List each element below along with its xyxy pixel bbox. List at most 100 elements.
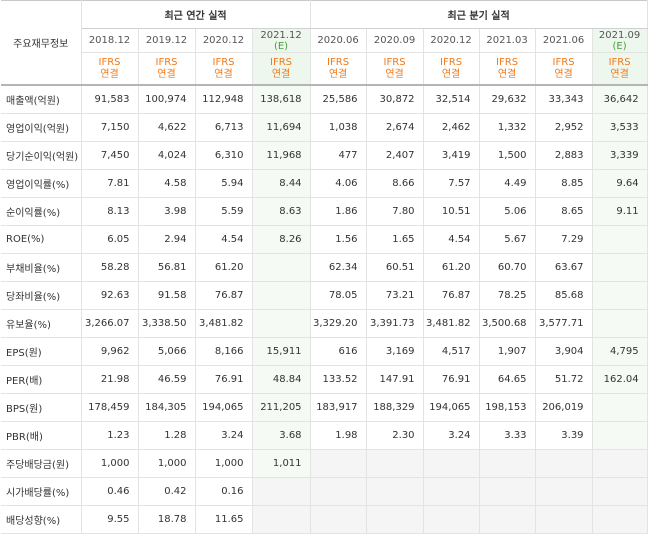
- value-cell: 63.67: [535, 253, 593, 282]
- period-header: 2018.12: [81, 28, 139, 53]
- value-cell: [592, 505, 648, 534]
- table-row: 시가배당률(%) 0.46 0.42 0.16: [1, 477, 648, 506]
- period-header-estimate: 2021.12 (E): [252, 28, 311, 53]
- value-cell: [479, 505, 536, 534]
- value-cell: 8.65: [535, 197, 593, 226]
- value-cell: 3,904: [535, 337, 593, 366]
- value-cell: 3,481.82: [195, 309, 253, 338]
- value-cell: [592, 477, 648, 506]
- value-cell: [535, 449, 593, 478]
- ifrs-consolidated-label: IFRS 연결: [479, 52, 536, 86]
- value-cell: 9.64: [592, 169, 648, 198]
- value-cell: 3,329.20: [309, 309, 367, 338]
- value-cell: 4.58: [138, 169, 196, 198]
- value-cell: 3,338.50: [138, 309, 196, 338]
- value-cell: [252, 505, 311, 534]
- value-cell: 162.04: [592, 365, 648, 394]
- value-cell: [592, 309, 648, 338]
- row-label: 부채비율(%): [1, 253, 82, 282]
- value-cell: 30,872: [366, 85, 424, 114]
- value-cell: 3,339: [592, 141, 648, 170]
- value-cell: 0.42: [138, 477, 196, 506]
- table-row: 순이익률(%) 8.13 3.98 5.59 8.63 1.86 7.80 10.51 5.06…: [1, 197, 648, 226]
- value-cell: [535, 505, 593, 534]
- ifrs-consolidated-label: IFRS 연결: [309, 52, 367, 86]
- value-cell: 4,024: [138, 141, 196, 170]
- value-cell: 616: [309, 337, 367, 366]
- value-cell: 184,305: [138, 393, 196, 422]
- estimate-mark: (E): [273, 40, 289, 52]
- value-cell: 8.63: [252, 197, 311, 226]
- value-cell: [592, 253, 648, 282]
- value-cell: 36,642: [592, 85, 648, 114]
- value-cell: 4.54: [423, 225, 480, 254]
- value-cell: 198,153: [479, 393, 536, 422]
- value-cell: 8.26: [252, 225, 311, 254]
- value-cell: 1,000: [81, 449, 139, 478]
- table-row: 부채비율(%) 58.28 56.81 61.20 62.34 60.51 61.20 60.…: [1, 253, 648, 282]
- ifrs-consolidated-label: IFRS 연결: [81, 52, 139, 86]
- value-cell: 4,795: [592, 337, 648, 366]
- value-cell: 211,205: [252, 393, 311, 422]
- period-header: 2021.06: [535, 28, 593, 53]
- table-row: ROE(%) 6.05 2.94 4.54 8.26 1.56 1.65 4.54 5.67 7.…: [1, 225, 648, 254]
- table-row: PBR(배) 1.23 1.28 3.24 3.68 1.98 2.30 3.24 3.33 3.…: [1, 421, 648, 450]
- value-cell: 2,407: [366, 141, 424, 170]
- value-cell: 183,917: [309, 393, 367, 422]
- value-cell: 133.52: [309, 365, 367, 394]
- ifrs-consolidated-label: IFRS 연결: [366, 52, 424, 86]
- row-label: 주당배당금(원): [1, 449, 82, 478]
- ifrs-consolidated-label: IFRS 연결: [138, 52, 196, 86]
- value-cell: [252, 309, 311, 338]
- value-cell: 3,391.73: [366, 309, 424, 338]
- value-cell: 6.05: [81, 225, 139, 254]
- row-label: 당기순이익(억원): [1, 141, 82, 170]
- value-cell: 477: [309, 141, 367, 170]
- value-cell: 194,065: [423, 393, 480, 422]
- value-cell: 18.78: [138, 505, 196, 534]
- value-cell: 112,948: [195, 85, 253, 114]
- value-cell: 5.94: [195, 169, 253, 198]
- value-cell: 9.11: [592, 197, 648, 226]
- value-cell: 11,968: [252, 141, 311, 170]
- value-cell: [366, 449, 424, 478]
- value-cell: 2,674: [366, 113, 424, 142]
- row-label: 유보율(%): [1, 309, 82, 338]
- value-cell: 194,065: [195, 393, 253, 422]
- value-cell: 1,000: [195, 449, 253, 478]
- value-cell: 3,266.07: [81, 309, 139, 338]
- table-row: PER(배) 21.98 46.59 76.91 48.84 133.52 147.91 76…: [1, 365, 648, 394]
- value-cell: 8,166: [195, 337, 253, 366]
- row-label: BPS(원): [1, 393, 82, 422]
- period-header: 2020.12: [195, 28, 253, 53]
- annual-group-header: 최근 연간 실적: [81, 0, 311, 29]
- value-cell: 85.68: [535, 281, 593, 310]
- quarter-group-header: 최근 분기 실적: [309, 0, 648, 29]
- row-label: EPS(원): [1, 337, 82, 366]
- table-row: 영업이익(억원) 7,150 4,622 6,713 11,694 1,038 2,674 2…: [1, 113, 648, 142]
- value-cell: 0.16: [195, 477, 253, 506]
- period-header-estimate: 2021.09 (E): [592, 28, 648, 53]
- value-cell: 5.67: [479, 225, 536, 254]
- value-cell: 9,962: [81, 337, 139, 366]
- value-cell: 11,694: [252, 113, 311, 142]
- period-header: 2020.09: [366, 28, 424, 53]
- value-cell: [479, 477, 536, 506]
- value-cell: 0.46: [81, 477, 139, 506]
- row-label: 영업이익률(%): [1, 169, 82, 198]
- value-cell: 3.33: [479, 421, 536, 450]
- value-cell: 1.86: [309, 197, 367, 226]
- value-cell: 78.05: [309, 281, 367, 310]
- value-cell: 3,500.68: [479, 309, 536, 338]
- period-header: 2019.12: [138, 28, 196, 53]
- value-cell: 7.57: [423, 169, 480, 198]
- table-row: 당기순이익(억원) 7,450 4,024 6,310 11,968 477 2,407 3,…: [1, 141, 648, 170]
- value-cell: [592, 225, 648, 254]
- value-cell: 4,622: [138, 113, 196, 142]
- value-cell: [423, 477, 480, 506]
- value-cell: 1,038: [309, 113, 367, 142]
- value-cell: 73.21: [366, 281, 424, 310]
- table-row: EPS(원) 9,962 5,066 8,166 15,911 616 3,169 4,517…: [1, 337, 648, 366]
- value-cell: [535, 477, 593, 506]
- value-cell: 1,907: [479, 337, 536, 366]
